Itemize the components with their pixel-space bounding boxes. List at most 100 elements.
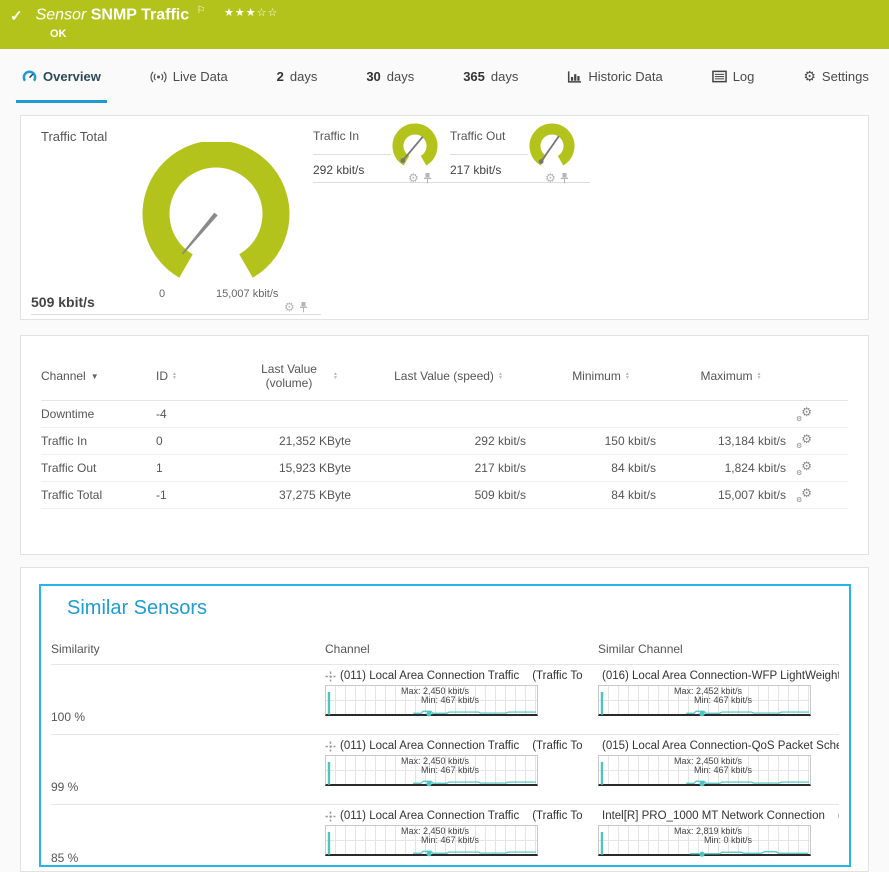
channel-settings-gears-icon[interactable]: ⚙ ⚙ — [796, 486, 812, 504]
gauge-settings-gear-icon[interactable]: ⚙ — [545, 171, 556, 185]
tab-bar: Overview Live Data 2 days 30 days 365 da… — [0, 49, 889, 103]
cell-speed: 509 kbit/s — [474, 488, 526, 502]
sensor-status-text: OK — [50, 28, 67, 40]
tab-live-data-label: Live Data — [172, 69, 228, 84]
channel-name: (016) Local Area Connection-WFP LightWei… — [602, 670, 839, 682]
col-header-volume[interactable]: Last Value (volume) — [261, 362, 317, 390]
tab-live-data[interactable]: Live Data — [144, 49, 234, 103]
gear-icon: ⚙ — [801, 486, 812, 500]
similar-channel-link[interactable]: (015) Local Area Connection-QoS Packet S… — [598, 740, 839, 752]
minigraph-max: Max: 2,450 kbit/s — [400, 686, 469, 696]
divider — [450, 154, 528, 155]
minigraph-max: Max: 2,819 kbit/s — [673, 826, 742, 836]
cell-maximum: 15,007 kbit/s — [717, 488, 786, 502]
channel-minigraph[interactable]: Max: 2,450 kbit/s Min: 467 kbit/s — [325, 685, 538, 717]
sort-toggle-icon[interactable]: ▲ ▼ — [756, 371, 762, 381]
sparkline — [600, 761, 809, 787]
similar-channel-link[interactable]: Intel[R] PRO_1000 MT Network Connection … — [598, 810, 839, 822]
similar-channel-minigraph[interactable]: Max: 2,819 kbit/s Min: 0 kbit/s — [598, 825, 811, 857]
traffic-in-value: 292 kbit/s — [313, 163, 365, 177]
channel-settings-gears-icon[interactable]: ⚙ ⚙ — [796, 459, 812, 477]
sort-toggle-icon[interactable]: ▲ ▼ — [333, 371, 338, 381]
channel-minigraph[interactable]: Max: 2,450 kbit/s Min: 467 kbit/s — [325, 825, 538, 857]
channel-link[interactable]: (011) Local Area Connection Traffic (Tra… — [325, 670, 598, 682]
tab-overview[interactable]: Overview — [16, 49, 107, 103]
sensor-title: Sensor SNMP Traffic ⚐ ★★★☆☆ — [36, 5, 279, 24]
tab-log[interactable]: Log — [706, 49, 761, 103]
tab-settings[interactable]: ⚙ Settings — [797, 49, 875, 103]
similar-channel-minigraph[interactable]: Max: 2,450 kbit/s Min: 467 kbit/s — [598, 755, 811, 787]
channel-table-panel: Channel ▼ ID ▲ ▼ Last Value (volume) ▲ ▼ L… — [20, 335, 869, 555]
tab-historic-data[interactable]: Historic Data — [561, 49, 668, 103]
channel-settings-gears-icon[interactable]: ⚙ ⚙ — [796, 405, 812, 423]
traffic-in-label: Traffic In — [313, 129, 360, 143]
gear-icon: ⚙ — [801, 432, 812, 446]
tab-overview-label: Overview — [43, 69, 101, 84]
channel-name: (011) Local Area Connection Traffic — [340, 670, 520, 682]
sort-toggle-icon[interactable]: ▲ ▼ — [497, 371, 503, 381]
priority-flag-icon[interactable]: ⚐ — [196, 5, 206, 16]
cell-speed: 217 kbit/s — [474, 461, 526, 475]
channel-link[interactable]: (011) Local Area Connection Traffic (Tra… — [325, 810, 598, 822]
col-header-similar-channel: Similar Channel — [598, 642, 683, 656]
col-header-maximum[interactable]: Maximum — [700, 369, 753, 383]
crosshair-icon — [325, 741, 336, 751]
gauge-pin-icon[interactable] — [299, 301, 308, 313]
traffic-total-value: 509 kbit/s — [31, 294, 95, 310]
channel-link[interactable]: (011) Local Area Connection Traffic (Tra… — [325, 740, 598, 752]
tab-30-days[interactable]: 30 days — [360, 49, 420, 103]
traffic-out-value: 217 kbit/s — [450, 163, 502, 177]
gear-icon: ⚙ — [796, 443, 803, 450]
minigraph-min: Min: 467 kbit/s — [420, 835, 479, 845]
col-header-id[interactable]: ID — [156, 369, 168, 383]
tab-2-days[interactable]: 2 days — [271, 49, 324, 103]
channel-name: (011) Local Area Connection Traffic — [340, 740, 520, 752]
gauge-pin-icon[interactable] — [560, 172, 569, 184]
status-ok-check-icon: ✓ — [10, 8, 23, 25]
channel-table-header: Channel ▼ ID ▲ ▼ Last Value (volume) ▲ ▼ L… — [41, 336, 848, 390]
cell-volume: 15,923 KByte — [278, 461, 351, 475]
sparkline — [600, 691, 809, 717]
col-header-speed[interactable]: Last Value (speed) — [394, 369, 494, 383]
minigraph-max: Max: 2,450 kbit/s — [400, 826, 469, 836]
tab-30-days-label: days — [386, 69, 415, 84]
col-header-minimum[interactable]: Minimum — [572, 369, 621, 383]
tab-365-days[interactable]: 365 days — [457, 49, 524, 103]
channel-settings-gears-icon[interactable]: ⚙ ⚙ — [796, 432, 812, 450]
sparkline — [327, 761, 536, 787]
gauge-settings-gear-icon[interactable]: ⚙ — [284, 300, 295, 314]
cell-channel: Traffic Total — [41, 488, 103, 502]
gauge-panel: Traffic Total 509 kbit/s 0 15,007 kbit/s… — [20, 115, 869, 320]
table-row-downtime: Downtime -4 ⚙ ⚙ — [41, 401, 848, 428]
tab-historic-data-label: Historic Data — [588, 69, 663, 84]
sort-toggle-icon[interactable]: ▲ ▼ — [624, 371, 630, 381]
minigraph-max: Max: 2,452 kbit/s — [673, 686, 742, 696]
similar-channel-link[interactable]: (016) Local Area Connection-WFP LightWei… — [598, 670, 839, 682]
gear-icon: ⚙ — [796, 497, 803, 504]
minigraph-min: Min: 467 kbit/s — [693, 695, 752, 705]
channel-minigraph[interactable]: Max: 2,450 kbit/s Min: 467 kbit/s — [325, 755, 538, 787]
table-row-traffic-total: Traffic Total -1 37,275 KByte 509 kbit/s… — [41, 482, 848, 509]
sort-desc-icon[interactable]: ▼ — [90, 371, 99, 381]
divider — [313, 154, 391, 155]
sparkline — [327, 691, 536, 717]
traffic-out-label: Traffic Out — [450, 129, 506, 143]
main-gauge-label: Traffic Total — [41, 129, 108, 144]
divider — [31, 314, 321, 315]
cell-minimum: 150 kbit/s — [604, 434, 656, 448]
similarity-value: 100 % — [51, 710, 86, 724]
gauge-scale-max: 15,007 kbit/s — [216, 288, 279, 300]
gauge-pin-icon[interactable] — [423, 172, 432, 184]
cell-speed: 292 kbit/s — [474, 434, 526, 448]
similar-channel-minigraph[interactable]: Max: 2,452 kbit/s Min: 467 kbit/s — [598, 685, 811, 717]
minigraph-min: Min: 0 kbit/s — [703, 835, 752, 845]
traffic-total-gauge — [142, 142, 290, 278]
priority-stars[interactable]: ★★★☆☆ — [224, 7, 279, 20]
gauge-settings-gear-icon[interactable]: ⚙ — [408, 171, 419, 185]
channel-suffix: (To — [838, 810, 839, 822]
col-header-channel[interactable]: Channel — [41, 369, 86, 383]
cell-maximum: 1,824 kbit/s — [724, 461, 786, 475]
col-header-channel: Channel — [325, 642, 370, 656]
sort-toggle-icon[interactable]: ▲ ▼ — [172, 371, 177, 381]
similar-sensors-panel: Similar Sensors Similarity Channel Simil… — [20, 567, 869, 872]
